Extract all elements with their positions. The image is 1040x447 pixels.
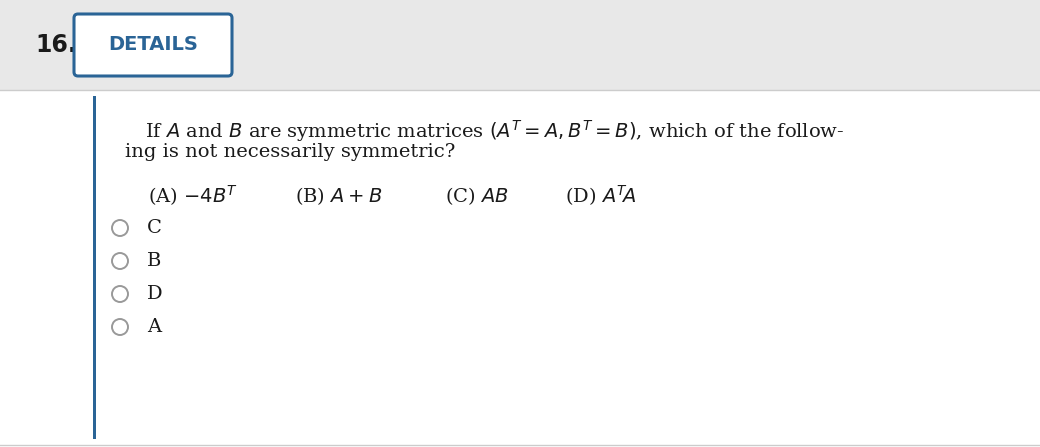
Text: (C) $AB$: (C) $AB$: [445, 185, 509, 207]
Bar: [0, 0, 1040, 90]
Bar: [0, 90, 1040, 447]
Bar: [93, 96, 96, 439]
Text: (A) $-4B^T$: (A) $-4B^T$: [148, 184, 238, 208]
Text: D: D: [147, 285, 162, 303]
Circle shape: [112, 220, 128, 236]
Text: ing is not necessarily symmetric?: ing is not necessarily symmetric?: [125, 143, 456, 161]
Text: (B) $A+B$: (B) $A+B$: [295, 185, 383, 207]
Circle shape: [112, 319, 128, 335]
Text: C: C: [147, 219, 162, 237]
Text: A: A: [147, 318, 161, 336]
Text: If $A$ and $B$ are symmetric matrices $(A^T = A, B^T = B)$, which of the follow-: If $A$ and $B$ are symmetric matrices $(…: [145, 118, 844, 144]
Circle shape: [112, 253, 128, 269]
Circle shape: [112, 286, 128, 302]
FancyBboxPatch shape: [74, 14, 232, 76]
Text: 16.: 16.: [35, 33, 77, 57]
Text: DETAILS: DETAILS: [108, 35, 198, 55]
Text: (D) $A^T\!A$: (D) $A^T\!A$: [565, 184, 636, 208]
Text: B: B: [147, 252, 161, 270]
